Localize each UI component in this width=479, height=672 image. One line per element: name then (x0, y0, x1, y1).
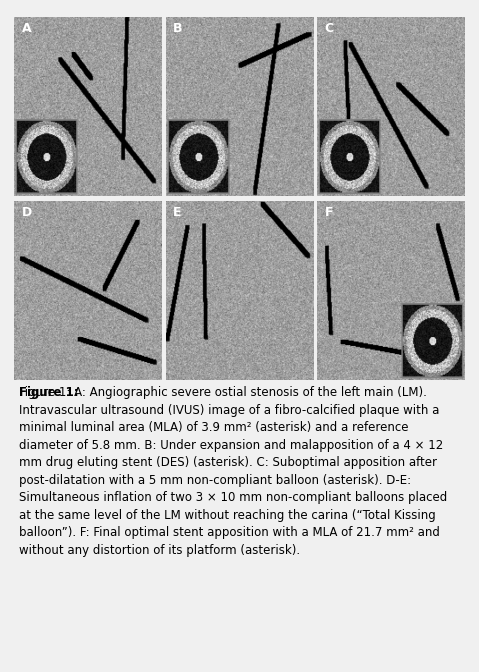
Text: B: B (173, 22, 182, 35)
Text: D: D (22, 206, 32, 219)
Text: C: C (324, 22, 333, 35)
Text: A: A (22, 22, 31, 35)
Text: E: E (173, 206, 182, 219)
Text: Figure 1:: Figure 1: (19, 386, 79, 399)
Text: F: F (324, 206, 333, 219)
Text: Figure 1: A: Angiographic severe ostial stenosis of the left main (LM). Intravas: Figure 1: A: Angiographic severe ostial … (19, 386, 447, 557)
